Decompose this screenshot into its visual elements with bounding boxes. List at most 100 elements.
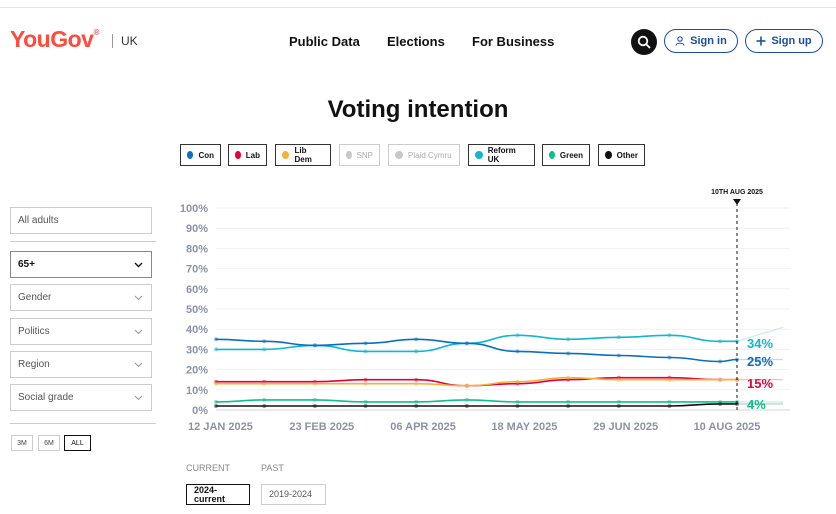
data-point [718,401,723,406]
data-point [515,403,520,408]
series-line-lib-dem [215,376,738,387]
data-point [414,337,419,342]
legend-reform-uk[interactable]: Reform UK [468,144,535,166]
y-tick-label: 100% [180,203,208,215]
data-point [262,381,267,386]
period-past-button[interactable]: 2019-2024 [261,484,326,505]
series-extension [736,326,784,342]
data-point [214,337,218,342]
legend-con[interactable]: Con [180,144,221,166]
y-tick-label: 20% [186,365,208,377]
nav-for-business[interactable]: For Business [472,34,555,49]
politics-filter[interactable]: Politics [10,318,152,345]
y-tick-label: 10% [186,385,208,397]
data-point [312,379,317,384]
legend-reform-uk-swatch [475,151,483,159]
y-tick-label: 30% [186,344,208,356]
page-title: Voting intention [327,96,509,123]
sign-up-label: Sign up [771,35,812,47]
age-filter[interactable]: 65+ [10,251,152,278]
legend-lab[interactable]: Lab [228,144,267,166]
x-tick-label: 10 AUG 2025 [694,421,761,433]
y-tick-label: 40% [186,324,208,336]
data-point [515,379,520,384]
region-label[interactable]: UK [112,34,138,48]
x-tick-label: 23 FEB 2025 [289,421,354,433]
search-icon [637,35,651,49]
data-point [214,347,218,352]
data-point [718,399,723,404]
plus-icon [756,36,766,46]
data-point [464,397,469,402]
data-point [414,377,419,382]
x-tick-label: 12 JAN 2025 [188,421,253,433]
legend-snp[interactable]: SNP [339,144,380,166]
yougov-logo[interactable]: YouGov® [10,26,99,52]
data-point [667,333,672,338]
data-point [566,337,571,342]
data-point [464,403,469,408]
data-point [566,399,571,404]
data-point [667,403,672,408]
data-point [566,351,571,356]
data-point [616,403,621,408]
x-tick-label: 29 JUN 2025 [593,421,658,433]
data-point [667,377,672,382]
legend-other[interactable]: Other [598,144,645,166]
period-current-button[interactable]: 2024-current [186,484,250,505]
legend-con-swatch [187,151,194,159]
data-point [262,403,267,408]
data-point [414,381,419,386]
legend-other-swatch [605,151,612,159]
filter-divider [10,241,156,242]
legend-green[interactable]: Green [542,144,590,166]
filter-divider [10,423,156,424]
legend-plaid-cymru[interactable]: Plaid Cymru [388,144,460,166]
data-point [214,379,218,384]
chevron-down-icon [134,395,143,401]
data-point [616,399,621,404]
data-point [262,347,267,352]
chevron-down-icon [134,262,143,268]
nav-elections[interactable]: Elections [387,34,445,49]
gender-filter[interactable]: Gender [10,284,152,311]
date-marker-label: 10TH AUG 2025 [711,189,763,196]
current-period-label: CURRENT [186,463,230,473]
data-point [667,399,672,404]
sign-in-label: Sign in [690,35,727,47]
chevron-down-icon [134,362,143,368]
population-filter[interactable]: All adults [10,207,152,234]
search-button[interactable] [631,29,657,55]
data-point [262,379,267,384]
y-tick-label: 70% [186,264,208,276]
past-period-label: PAST [261,463,284,473]
legend-plaid-cymru-swatch [395,151,403,159]
end-label-reform-uk: 34% [747,336,773,351]
legend-snp-swatch [346,151,352,159]
region-filter[interactable]: Region [10,351,152,378]
data-point [616,353,621,358]
nav-public-data[interactable]: Public Data [289,34,360,49]
sign-in-button[interactable]: Sign in [664,29,738,53]
range-3m[interactable]: 3M [11,435,33,451]
data-point [464,383,469,388]
date-marker-arrow [733,199,741,205]
data-point [515,399,520,404]
data-point [363,381,368,386]
data-point [262,339,267,344]
range-6m[interactable]: 6M [38,435,60,451]
series-line-other [215,403,738,407]
legend-lab-swatch [235,151,241,159]
data-point [363,377,368,382]
legend-lib-dem[interactable]: Lib Dem [275,144,331,166]
range-all[interactable]: ALL [64,435,91,451]
series-line-con [215,338,738,363]
chevron-down-icon [134,329,143,335]
social-grade-filter[interactable]: Social grade [10,384,152,411]
legend-green-swatch [549,151,555,159]
x-tick-label: 06 APR 2025 [390,421,456,433]
data-point [515,349,520,354]
y-tick-label: 60% [186,284,208,296]
data-point [214,381,218,386]
sign-up-button[interactable]: Sign up [745,29,823,53]
